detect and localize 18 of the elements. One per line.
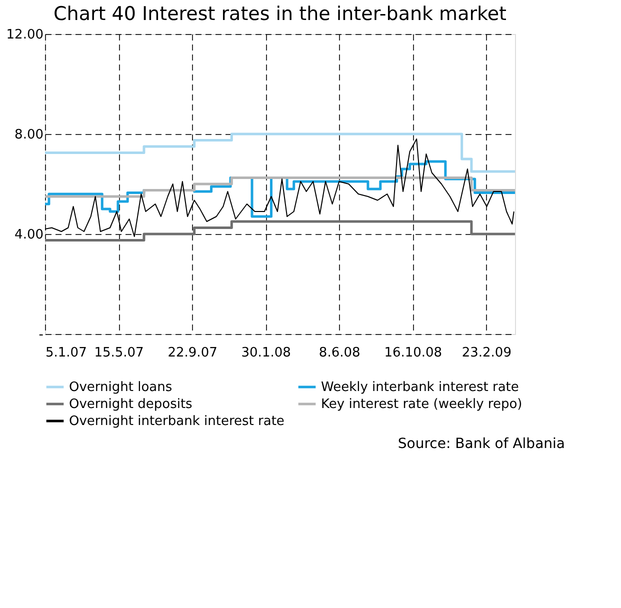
x-tick-label: 22.9.07 [168,346,218,360]
x-tick-label: 15.5.07 [94,346,144,360]
source-note: Source: Bank of Albania [398,436,565,452]
chart-title: Chart 40 Interest rates in the inter-bank market [54,3,506,25]
y-tick-label: 8.00 [14,128,44,142]
x-tick-label: 5.1.07 [46,346,87,360]
legend-label: Weekly interbank interest rate [321,380,519,395]
y-tick-label: 12.00 [6,28,44,42]
y-tick-label: 4.00 [14,228,44,242]
y-tick-label: - [38,328,44,342]
legend-label: Overnight loans [69,380,172,395]
x-tick-label: 8.6.08 [318,346,360,360]
legend-label: Overnight deposits [69,397,193,412]
x-tick-label: 16.10.08 [384,346,442,360]
x-tick-label: 30.1.08 [241,346,291,360]
x-tick-label: 23.2.09 [462,346,512,360]
legend-label: Overnight interbank interest rate [69,414,284,429]
legend-label: Key interest rate (weekly repo) [321,397,522,412]
